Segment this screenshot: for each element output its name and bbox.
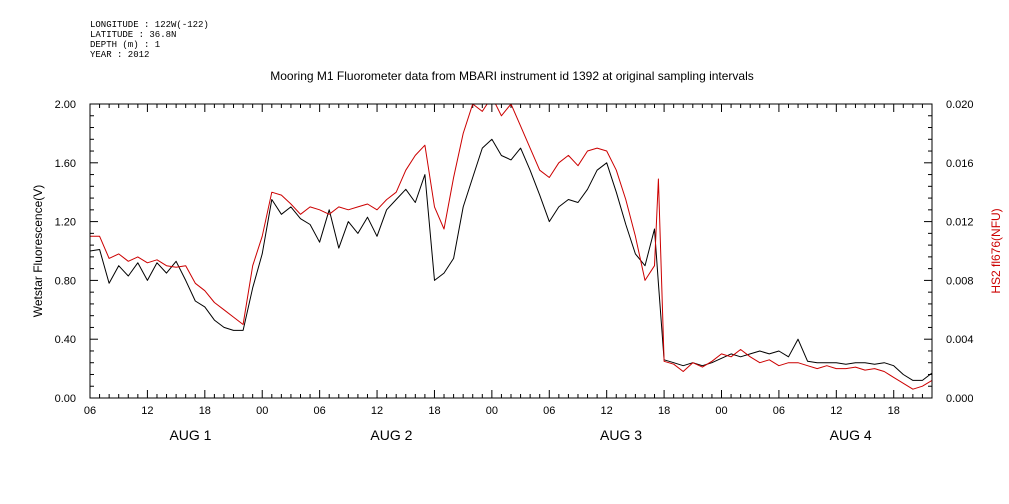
x-tick-label: 18 [428, 405, 440, 417]
series-line-hs2 [90, 104, 932, 390]
y-tick-label-right: 0.020 [946, 99, 974, 111]
y-tick-label-right: 0.012 [946, 217, 974, 229]
plot-frame [89, 103, 933, 399]
y-axis-right-label: HS2 fl676(NFU) [989, 208, 1003, 293]
day-label: AUG 4 [830, 427, 872, 443]
y-axis-left-label: Wetstar Fluorescence(V) [31, 185, 45, 318]
metadata-block: LONGITUDE : 122W(-122) LATITUDE : 36.8N … [90, 20, 209, 60]
x-tick-label: 18 [199, 405, 211, 417]
x-tick-label: 00 [256, 405, 268, 417]
x-tick-label: 00 [486, 405, 498, 417]
day-label: AUG 1 [169, 427, 211, 443]
y-tick-label-left: 0.40 [55, 334, 76, 346]
x-tick-label: 00 [715, 405, 727, 417]
x-tick-label: 06 [314, 405, 326, 417]
x-tick-label: 12 [601, 405, 613, 417]
y-tick-label-left: 0.00 [55, 393, 76, 405]
x-tick-label: 06 [543, 405, 555, 417]
x-tick-label: 06 [84, 405, 96, 417]
y-tick-label-right: 0.016 [946, 158, 974, 170]
day-label: AUG 3 [600, 427, 642, 443]
y-tick-label-right: 0.004 [946, 334, 974, 346]
x-tick-label: 06 [773, 405, 785, 417]
x-tick-label: 18 [658, 405, 670, 417]
y-tick-label-left: 2.00 [55, 99, 76, 111]
latitude-text: LATITUDE : 36.8N [90, 30, 177, 40]
y-tick-label-right: 0.000 [946, 393, 974, 405]
chart-title: Mooring M1 Fluorometer data from MBARI i… [270, 69, 754, 83]
longitude-text: LONGITUDE : 122W(-122) [90, 20, 209, 30]
x-tick-label: 18 [888, 405, 900, 417]
series-line-wetstar [90, 138, 932, 381]
x-tick-label: 12 [830, 405, 842, 417]
y-tick-label-left: 1.20 [55, 217, 76, 229]
depth-text: DEPTH (m) : 1 [90, 40, 161, 50]
day-label: AUG 2 [370, 427, 412, 443]
series-layer [90, 104, 932, 390]
y-tick-label-left: 1.60 [55, 158, 76, 170]
x-tick-label: 12 [371, 405, 383, 417]
year-text: YEAR : 2012 [90, 50, 150, 60]
axes-layer: 06 12 18 00 06 12 18 00 06 12 18 00 06 12 18 AUG 1 AUG 2… [55, 99, 974, 443]
x-tick-label: 12 [141, 405, 153, 417]
y-tick-label-left: 0.80 [55, 275, 76, 287]
y-tick-label-right: 0.008 [946, 275, 974, 287]
